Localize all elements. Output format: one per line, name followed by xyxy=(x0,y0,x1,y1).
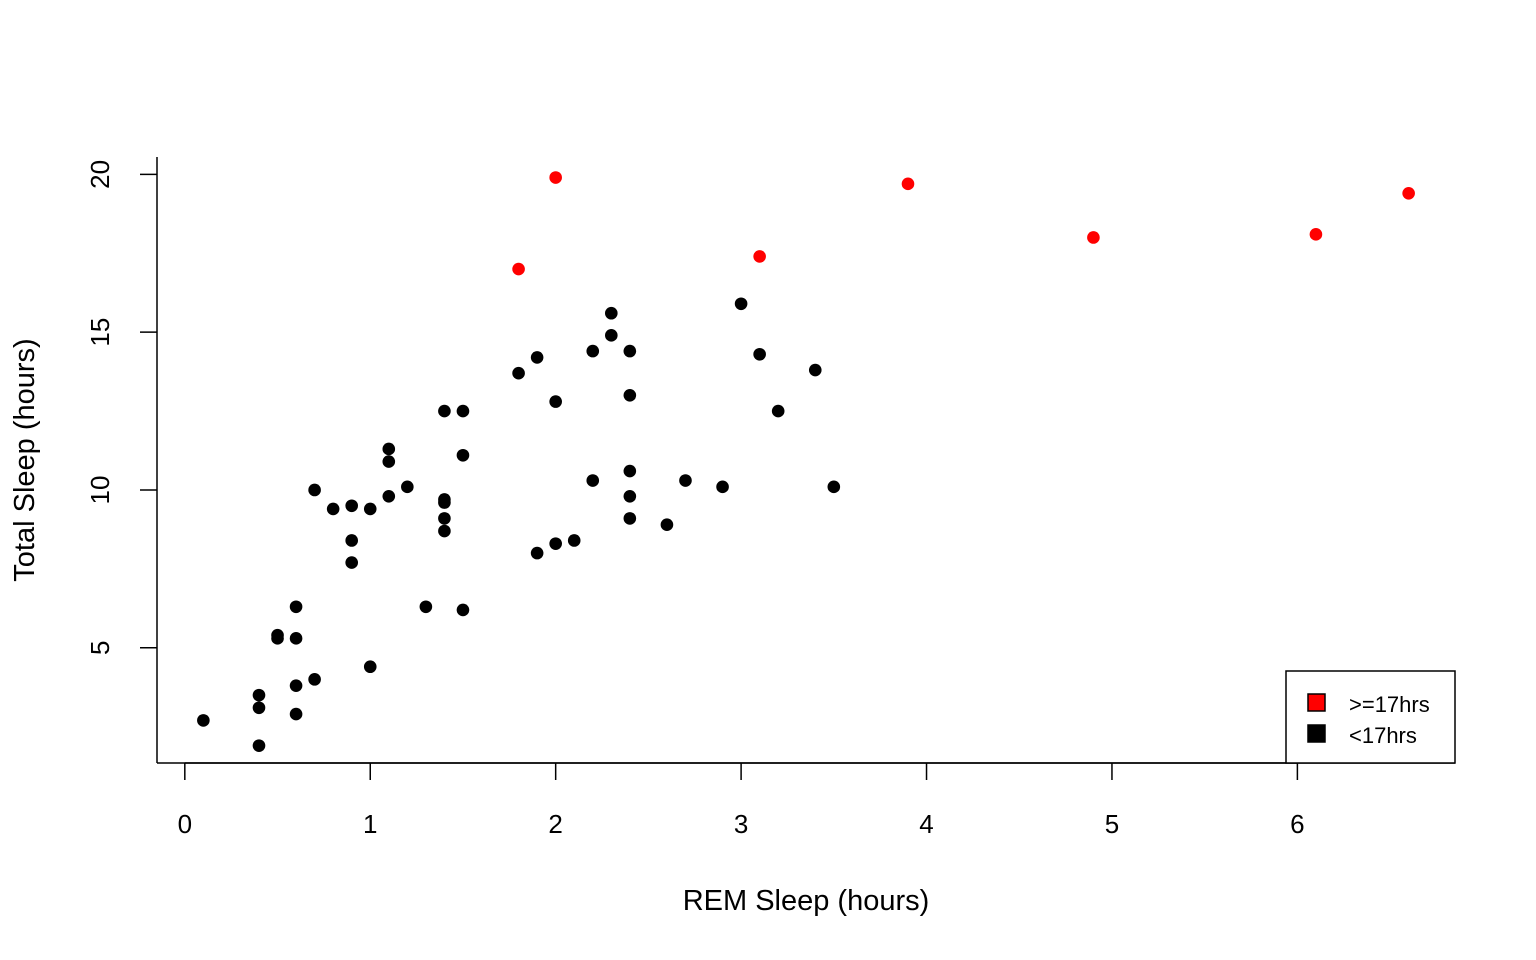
data-point xyxy=(345,499,359,513)
data-point xyxy=(197,714,210,727)
legend-box xyxy=(1285,670,1456,764)
data-points xyxy=(197,171,1415,752)
legend-label-high: >=17hrs xyxy=(1349,692,1430,717)
data-point xyxy=(438,524,451,538)
data-point xyxy=(456,448,470,462)
data-point xyxy=(660,518,674,532)
x-axis-title: REM Sleep (hours) xyxy=(683,885,930,917)
data-point xyxy=(456,404,470,418)
data-point xyxy=(271,632,284,645)
data-point xyxy=(345,556,359,569)
data-point xyxy=(308,673,321,686)
x-tick-label: 2 xyxy=(548,809,562,839)
data-point xyxy=(438,404,451,418)
data-point xyxy=(808,363,822,377)
data-point xyxy=(679,474,692,487)
x-tick-label: 6 xyxy=(1290,809,1304,839)
data-point xyxy=(753,347,766,361)
y-axis-title: Total Sleep (hours) xyxy=(9,338,41,581)
x-tick-label: 4 xyxy=(919,809,933,839)
data-point xyxy=(308,483,321,497)
legend-swatch-high xyxy=(1307,693,1326,712)
x-tick-label: 1 xyxy=(363,809,377,839)
data-point xyxy=(1309,228,1323,241)
data-point xyxy=(289,707,303,721)
data-point xyxy=(289,679,303,692)
data-point xyxy=(512,366,525,380)
data-point xyxy=(586,344,600,358)
data-point xyxy=(771,404,785,418)
data-point xyxy=(734,297,748,311)
data-point xyxy=(567,534,581,547)
data-point xyxy=(549,171,562,184)
x-tick-label: 0 xyxy=(178,809,192,839)
data-point xyxy=(827,480,841,494)
data-point xyxy=(623,344,637,358)
data-point xyxy=(456,603,470,617)
data-point xyxy=(382,455,396,468)
data-point xyxy=(363,660,377,674)
y-tick-label: 5 xyxy=(85,641,115,655)
data-point xyxy=(586,474,600,487)
data-point xyxy=(716,480,729,494)
legend: >=17hrs <17hrs xyxy=(1285,670,1456,764)
x-tick-label: 5 xyxy=(1105,809,1119,839)
data-point xyxy=(549,537,562,550)
data-point xyxy=(382,489,396,503)
x-tick-label: 3 xyxy=(734,809,748,839)
data-point xyxy=(252,688,266,702)
data-point xyxy=(623,489,637,503)
data-point xyxy=(419,600,433,614)
y-tick-label: 20 xyxy=(85,160,115,189)
data-point xyxy=(438,512,451,525)
data-point xyxy=(382,442,396,456)
data-point xyxy=(605,329,618,342)
data-point xyxy=(289,600,303,614)
data-point xyxy=(326,502,340,516)
data-point xyxy=(345,534,359,547)
y-tick-label: 10 xyxy=(85,476,115,505)
data-point xyxy=(1402,186,1415,200)
data-point xyxy=(753,250,766,263)
data-point xyxy=(530,546,544,560)
data-point xyxy=(363,502,377,516)
data-point xyxy=(530,351,544,364)
y-axis-ticks: 5 10 15 20 xyxy=(85,160,157,655)
data-point xyxy=(252,701,266,715)
data-point xyxy=(623,464,637,478)
data-point xyxy=(605,306,618,320)
data-point xyxy=(401,480,414,494)
data-point xyxy=(512,262,525,276)
data-point xyxy=(252,739,266,752)
data-point xyxy=(901,177,915,191)
plot-area xyxy=(156,157,1455,764)
data-point xyxy=(438,496,451,509)
data-point xyxy=(623,512,637,525)
y-tick-label: 15 xyxy=(85,318,115,347)
legend-label-low: <17hrs xyxy=(1349,723,1417,748)
data-point xyxy=(623,388,637,402)
data-point xyxy=(289,632,303,645)
legend-swatch-low xyxy=(1307,724,1326,743)
data-point xyxy=(1087,231,1100,244)
data-point xyxy=(549,395,562,408)
x-axis-ticks: 0 1 2 3 4 5 6 xyxy=(178,762,1305,839)
